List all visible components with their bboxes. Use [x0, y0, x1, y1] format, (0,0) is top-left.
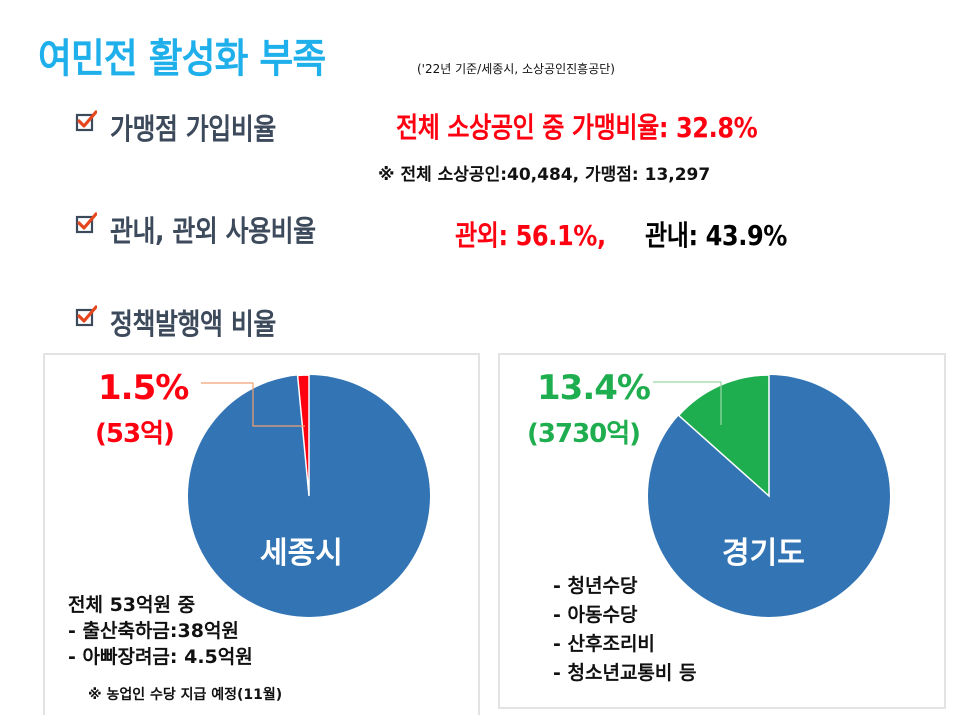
membership-rate-stat: 전체 소상공인 중 가맹비율: 32.8% — [396, 111, 758, 144]
section-label-usage: 관내, 관외 사용비율 — [110, 214, 316, 248]
pie-slice-policy — [677, 374, 770, 498]
checkbox-checked-icon — [75, 212, 97, 234]
pie-slice-policy — [296, 374, 310, 497]
leader-line — [201, 382, 305, 427]
gyeonggi-pie-chart — [648, 374, 890, 617]
sejong-pie-chart — [188, 374, 430, 617]
usage-outside-stat: 관외: 56.1%, — [455, 219, 606, 252]
sejong-percent: 1.5% — [98, 368, 189, 408]
note-line: - 청년수당 — [553, 575, 638, 597]
note-line: 전체 53억원 중 — [68, 594, 196, 616]
note-line: - 산후조리비 — [553, 633, 655, 655]
gyeonggi-label: 경기도 — [722, 536, 805, 571]
sejong-footnote: ※ 농업인 수당 지급 예정(11월) — [88, 687, 283, 703]
leader-line — [653, 381, 722, 425]
section-label-membership: 가맹점 가입비율 — [110, 112, 276, 146]
sejong-label: 세종시 — [260, 536, 343, 571]
usage-inside-stat: 관내: 43.9% — [645, 219, 787, 252]
section-label-policy: 정책발행액 비율 — [110, 307, 276, 341]
checkbox-checked-icon — [75, 305, 97, 327]
note-line: - 청소년교통비 등 — [553, 662, 697, 684]
page-subtitle: ('22년 기준/세종시, 소상공인진흥공단) — [417, 62, 615, 76]
gyeonggi-notes: - 청년수당 - 아동수당 - 산후조리비 - 청소년교통비 등 — [553, 572, 696, 688]
gyeonggi-amount: (3730억) — [527, 419, 641, 449]
checkbox-checked-icon — [75, 110, 97, 132]
sejong-notes: 전체 53억원 중 - 출산축하금:38억원 - 아빠장려금: 4.5억원 — [68, 592, 253, 670]
membership-note: ※ 전체 소상공인:40,484, 가맹점: 13,297 — [378, 165, 711, 185]
page-title: 여민전 활성화 부족 — [38, 36, 326, 82]
sejong-amount: (53억) — [95, 419, 175, 449]
note-line: - 출산축하금:38억원 — [68, 620, 239, 642]
note-line: - 아동수당 — [553, 604, 638, 626]
gyeonggi-percent: 13.4% — [537, 368, 651, 408]
note-line: - 아빠장려금: 4.5억원 — [68, 646, 253, 668]
